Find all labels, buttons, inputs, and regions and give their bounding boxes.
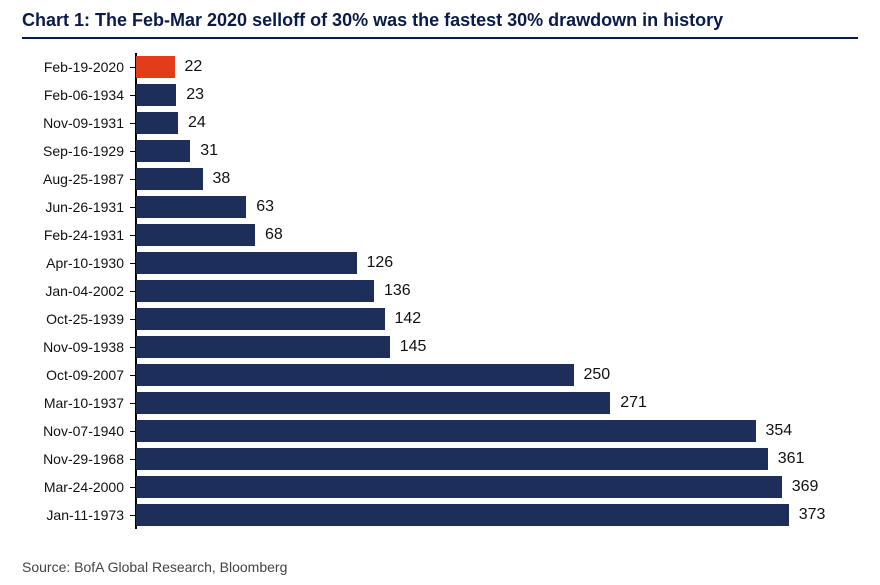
plot-area: 68: [136, 221, 858, 249]
chart-container: Chart 1: The Feb-Mar 2020 selloff of 30%…: [0, 0, 880, 585]
y-axis-label: Oct-25-1939: [22, 311, 130, 327]
plot-area: 38: [136, 165, 858, 193]
bar-row: Feb-06-1934 23: [22, 81, 858, 109]
y-axis-label: Feb-24-1931: [22, 227, 130, 243]
y-axis-label: Nov-29-1968: [22, 451, 130, 467]
bar-row: Jan-11-1973 373: [22, 501, 858, 529]
bar: [136, 420, 756, 442]
plot-area: 126: [136, 249, 858, 277]
bar-value-label: 22: [185, 58, 203, 76]
bar-value-label: 369: [792, 478, 819, 496]
y-axis-label: Feb-06-1934: [22, 87, 130, 103]
plot-area: 22: [136, 53, 858, 81]
bar-row: Feb-24-1931 68: [22, 221, 858, 249]
plot-area: 354: [136, 417, 858, 445]
bar: [136, 168, 203, 190]
bar-chart: Feb-19-2020 22 Feb-06-1934 23 Nov-09-1931 24 S…: [22, 53, 858, 529]
bar-row: Mar-10-1937 271: [22, 389, 858, 417]
bar-value-label: 63: [256, 198, 274, 216]
bar: [136, 476, 782, 498]
plot-area: 271: [136, 389, 858, 417]
bar-row: Nov-09-1931 24: [22, 109, 858, 137]
bar-value-label: 271: [620, 394, 647, 412]
bar-row: Nov-29-1968 361: [22, 445, 858, 473]
y-axis-label: Mar-10-1937: [22, 395, 130, 411]
bar-value-label: 31: [200, 142, 218, 160]
bar: [136, 280, 374, 302]
bar: [136, 196, 246, 218]
y-axis-label: Nov-09-1938: [22, 339, 130, 355]
bar-value-label: 24: [188, 114, 206, 132]
bar-row: Nov-09-1938 145: [22, 333, 858, 361]
bar: [136, 504, 789, 526]
bar-row: Oct-25-1939 142: [22, 305, 858, 333]
y-axis-label: Jun-26-1931: [22, 199, 130, 215]
plot-area: 145: [136, 333, 858, 361]
plot-area: 361: [136, 445, 858, 473]
bar: [136, 224, 255, 246]
bar: [136, 364, 574, 386]
bar: [136, 336, 390, 358]
bar: [136, 140, 190, 162]
bar: [136, 112, 178, 134]
plot-area: 250: [136, 361, 858, 389]
bar-row: Jan-04-2002 136: [22, 277, 858, 305]
bar-row: Nov-07-1940 354: [22, 417, 858, 445]
bar-row: Jun-26-1931 63: [22, 193, 858, 221]
y-axis-label: Jan-04-2002: [22, 283, 130, 299]
bar-value-label: 354: [766, 422, 793, 440]
bar-value-label: 361: [778, 450, 805, 468]
y-axis-label: Aug-25-1987: [22, 171, 130, 187]
bar-value-label: 373: [799, 506, 826, 524]
plot-area: 373: [136, 501, 858, 529]
bar-value-label: 38: [213, 170, 231, 188]
bar: [136, 252, 357, 274]
plot-area: 142: [136, 305, 858, 333]
plot-area: 31: [136, 137, 858, 165]
bar: [136, 84, 176, 106]
bar-row: Oct-09-2007 250: [22, 361, 858, 389]
y-axis-label: Sep-16-1929: [22, 143, 130, 159]
y-axis-label: Nov-09-1931: [22, 115, 130, 131]
bar-value-label: 68: [265, 226, 283, 244]
bar-value-label: 142: [395, 310, 422, 328]
chart-title: Chart 1: The Feb-Mar 2020 selloff of 30%…: [22, 10, 858, 39]
bar-value-label: 250: [584, 366, 611, 384]
y-axis-label: Nov-07-1940: [22, 423, 130, 439]
y-axis-label: Mar-24-2000: [22, 479, 130, 495]
bar-row: Apr-10-1930 126: [22, 249, 858, 277]
bar: [136, 308, 385, 330]
bar-row: Mar-24-2000 369: [22, 473, 858, 501]
plot-area: 369: [136, 473, 858, 501]
plot-area: 63: [136, 193, 858, 221]
bar-value-label: 136: [384, 282, 411, 300]
bar-value-label: 126: [367, 254, 394, 272]
bar-value-label: 145: [400, 338, 427, 356]
plot-area: 136: [136, 277, 858, 305]
bar-row: Sep-16-1929 31: [22, 137, 858, 165]
plot-area: 23: [136, 81, 858, 109]
bar: [136, 392, 610, 414]
chart-source: Source: BofA Global Research, Bloomberg: [22, 559, 287, 575]
plot-area: 24: [136, 109, 858, 137]
y-axis-label: Oct-09-2007: [22, 367, 130, 383]
bar-row: Feb-19-2020 22: [22, 53, 858, 81]
y-axis-label: Jan-11-1973: [22, 507, 130, 523]
y-axis-label: Feb-19-2020: [22, 59, 130, 75]
bar-value-label: 23: [186, 86, 204, 104]
bar: [136, 56, 175, 78]
bar-row: Aug-25-1987 38: [22, 165, 858, 193]
y-axis-label: Apr-10-1930: [22, 255, 130, 271]
bar: [136, 448, 768, 470]
